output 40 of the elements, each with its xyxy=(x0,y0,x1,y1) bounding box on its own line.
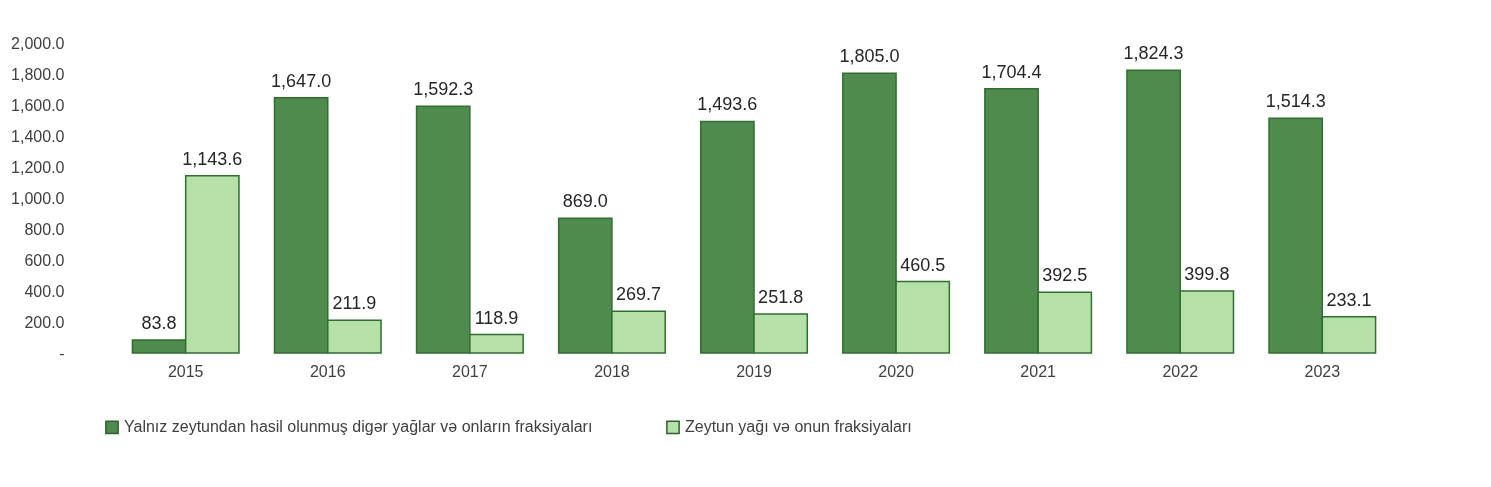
legend-label: Yalnız zeytundan hasil olunmuş digər yağlar və onların fraksiyaları xyxy=(124,418,593,436)
data-label: 233.1 xyxy=(1326,289,1372,310)
data-label: 1,805.0 xyxy=(839,46,900,67)
y-tick-label: - xyxy=(59,344,65,362)
data-label: 1,514.3 xyxy=(1265,91,1326,112)
y-tick-label: 800.0 xyxy=(24,220,65,238)
y-tick-label: 400.0 xyxy=(24,282,65,300)
y-tick-label: 1,400.0 xyxy=(11,127,65,145)
y-tick-label: 2,000.0 xyxy=(11,34,65,52)
x-tick-label: 2017 xyxy=(452,362,488,380)
data-label: 1,824.3 xyxy=(1123,43,1184,64)
y-tick-label: 1,800.0 xyxy=(11,65,65,83)
legend-label: Zeytun yağı və onun fraksiyaları xyxy=(685,418,912,436)
y-tick-label: 600.0 xyxy=(24,251,65,269)
y-tick-label: 1,600.0 xyxy=(11,96,65,114)
data-label: 1,493.6 xyxy=(697,94,758,115)
data-label: 83.8 xyxy=(141,313,177,334)
data-label: 869.0 xyxy=(562,191,608,212)
data-label: 399.8 xyxy=(1184,264,1230,285)
data-label: 1,647.0 xyxy=(271,70,332,91)
data-label: 392.5 xyxy=(1042,265,1088,286)
data-label: 1,704.4 xyxy=(981,61,1042,82)
y-tick-label: 200.0 xyxy=(24,313,65,331)
y-tick-label: 1,000.0 xyxy=(11,189,65,207)
x-tick-label: 2015 xyxy=(167,362,204,380)
data-label: 1,592.3 xyxy=(413,79,474,100)
data-label: 251.8 xyxy=(758,286,804,307)
x-tick-label: 2018 xyxy=(594,362,630,380)
x-tick-label: 2016 xyxy=(309,362,346,380)
x-tick-label: 2020 xyxy=(878,362,914,380)
data-label: 1,143.6 xyxy=(182,148,243,169)
data-label: 460.5 xyxy=(900,254,946,275)
x-tick-label: 2023 xyxy=(1304,362,1341,380)
data-label: 211.9 xyxy=(332,293,377,314)
y-tick-label: 1,200.0 xyxy=(11,158,65,176)
data-label: 118.9 xyxy=(474,307,519,328)
x-tick-label: 2021 xyxy=(1020,362,1057,380)
x-tick-label: 2022 xyxy=(1162,362,1199,380)
data-label: 269.7 xyxy=(616,284,662,305)
x-tick-label: 2019 xyxy=(736,362,772,380)
